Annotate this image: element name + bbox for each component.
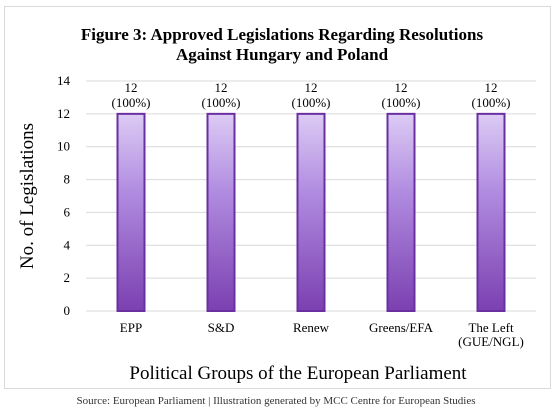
bar [116, 112, 146, 312]
y-tick-label: 0 [64, 303, 71, 318]
bar-data-label: (100%) [292, 95, 331, 110]
bar [386, 112, 416, 312]
chart-title-line-2: Against Hungary and Poland [176, 45, 389, 64]
bars [116, 112, 506, 312]
y-tick-label: 4 [64, 237, 71, 252]
y-axis-title: No. of Legislations [17, 123, 38, 269]
x-category-label: S&D [208, 320, 235, 335]
y-tick-label: 2 [64, 270, 71, 285]
bar-data-label: 12 [125, 80, 138, 95]
bar-data-label: 12 [305, 80, 318, 95]
chart-frame [4, 6, 551, 389]
bar-data-label: (100%) [382, 95, 421, 110]
bar-data-label: 12 [395, 80, 408, 95]
x-axis-categories: EPP S&D Renew Greens/EFA The Left(GUE/NGL) [120, 320, 524, 349]
y-tick-label: 14 [57, 73, 71, 88]
y-tick-label: 10 [57, 139, 70, 154]
data-labels: 12(100%)12(100%)12(100%)12(100%)12(100%) [112, 80, 511, 110]
bar-data-label: 12 [215, 80, 228, 95]
bar-data-label: (100%) [472, 95, 511, 110]
x-category-label: The Left [468, 320, 514, 335]
x-category-label: (GUE/NGL) [458, 334, 524, 349]
x-axis-title: Political Groups of the European Parliam… [129, 363, 467, 384]
source-note: Source: European Parliament | Illustrati… [76, 395, 475, 407]
x-category-label: Renew [293, 320, 330, 335]
bar [206, 112, 236, 312]
y-tick-label: 8 [64, 172, 71, 187]
bar [476, 112, 506, 312]
chart-title: Figure 3: Approved Legislations Regardin… [81, 25, 484, 64]
bar-data-label: 12 [485, 80, 498, 95]
bar [296, 112, 326, 312]
x-category-label: Greens/EFA [369, 320, 434, 335]
bar-data-label: (100%) [202, 95, 241, 110]
y-tick-label: 12 [57, 106, 70, 121]
chart-title-line-1: Figure 3: Approved Legislations Regardin… [81, 25, 484, 44]
bar-data-label: (100%) [112, 95, 151, 110]
y-tick-label: 6 [64, 204, 71, 219]
y-axis-ticks: 0 2 4 6 8 10 12 14 [57, 73, 71, 318]
x-category-label: EPP [120, 320, 142, 335]
